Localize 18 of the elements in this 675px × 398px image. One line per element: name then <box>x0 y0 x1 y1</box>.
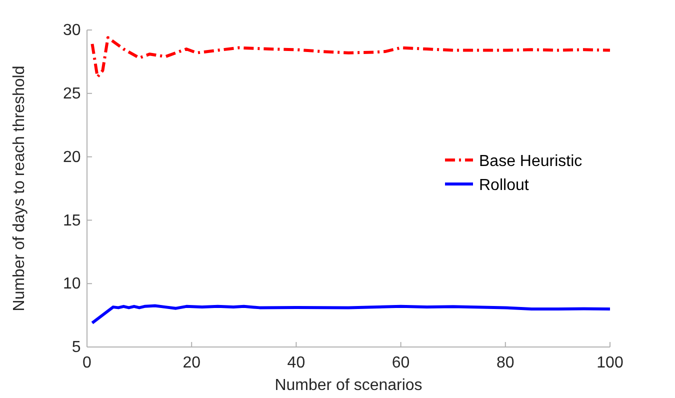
x-axis-title: Number of scenarios <box>274 377 422 394</box>
y-tick-label: 5 <box>72 339 81 356</box>
line-series <box>90 36 612 78</box>
y-tick-label: 15 <box>63 212 81 230</box>
line-series <box>90 304 612 324</box>
y-tick-label: 20 <box>63 148 81 166</box>
x-tick-label: 20 <box>182 354 201 372</box>
x-tick-label: 80 <box>496 354 514 372</box>
x-tick-label: 100 <box>596 354 624 372</box>
y-tick-label: 25 <box>63 86 81 103</box>
legend-label: Base Heuristic <box>479 153 582 170</box>
legend-label: Rollout <box>479 177 530 194</box>
y-tick-label: 10 <box>63 276 81 293</box>
y-tick-label: 30 <box>63 22 81 40</box>
x-tick-label: 40 <box>287 354 306 372</box>
x-tick-label: 0 <box>82 354 92 372</box>
y-axis-title: Number of days to reach threshold <box>11 66 28 312</box>
x-tick-label: 60 <box>392 354 410 372</box>
